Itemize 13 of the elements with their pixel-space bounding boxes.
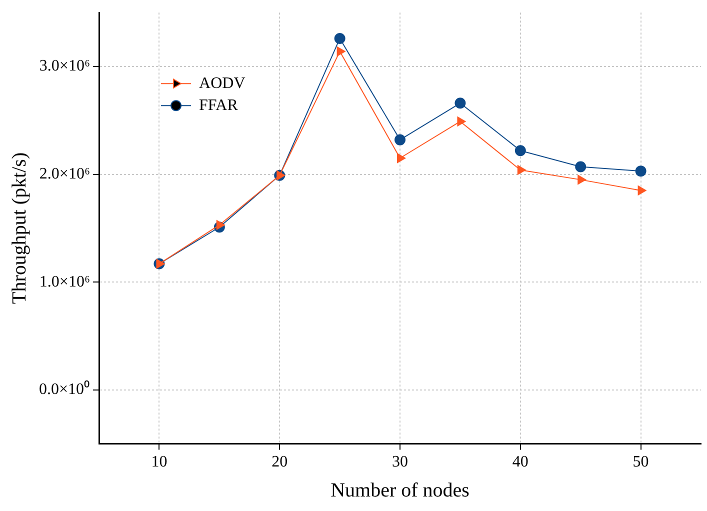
y-tick-label: 2.0×10⁶ (39, 166, 90, 183)
x-tick-label: 50 (632, 454, 649, 471)
y-axis-title: Throughput (pkt/s) (8, 152, 30, 304)
x-tick-label: 30 (392, 454, 408, 471)
x-tick-label: 10 (151, 454, 168, 471)
x-axis-title: Number of nodes (330, 479, 470, 502)
legend-label: FFAR (199, 96, 238, 114)
legend-label: AODV (199, 74, 246, 92)
x-tick-label: 40 (512, 454, 528, 471)
y-tick-label: 3.0×10⁶ (39, 58, 90, 75)
y-tick-label: 1.0×10⁶ (39, 273, 90, 290)
y-tick-label: 0.0×10⁰ (38, 380, 90, 398)
x-tick-label: 20 (272, 454, 288, 471)
